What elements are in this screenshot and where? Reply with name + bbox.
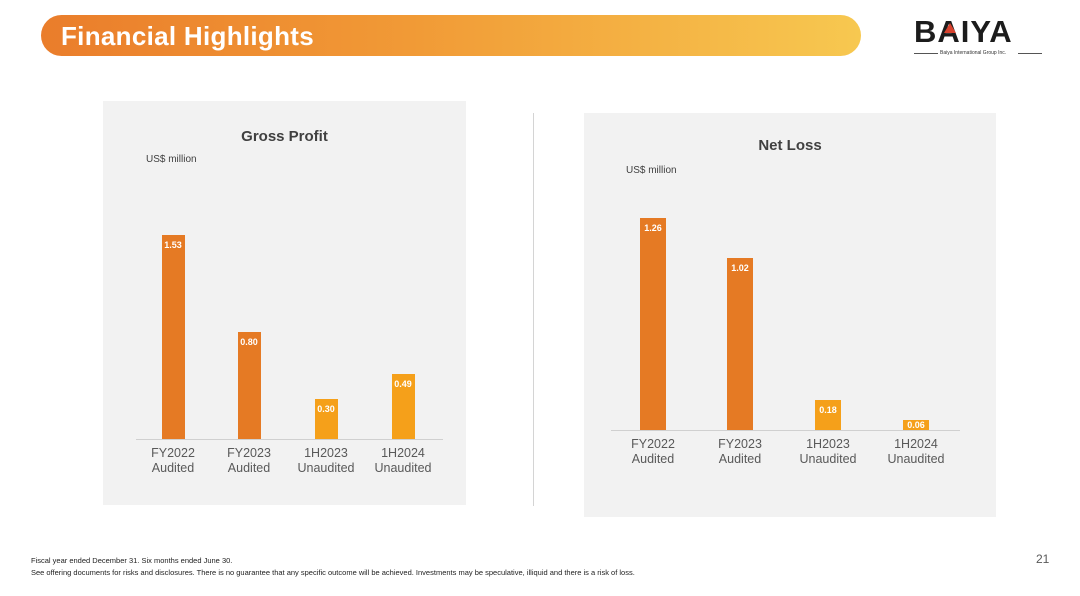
category-label: FY2022 Audited: [151, 446, 195, 475]
bar-1h2024: 0.06: [903, 419, 929, 430]
x-axis-line: [136, 439, 443, 440]
net-loss-chart: Net Loss US$ million 1.26 FY2022 Audited 1.…: [584, 113, 996, 517]
bar-value-label: 1.26: [644, 222, 662, 233]
bar-fy2022: 1.26: [640, 217, 666, 430]
category-label: 1H2024 Unaudited: [887, 437, 945, 466]
footnote-fiscal-year: Fiscal year ended December 31. Six month…: [31, 556, 233, 565]
chart-title: Gross Profit: [241, 128, 328, 145]
company-logo: BAIYA Baiya International Group Inc.: [912, 14, 1044, 58]
page-title: Financial Highlights: [61, 21, 315, 51]
category-label: FY2023 Audited: [718, 437, 762, 466]
bar-fy2023: 1.02: [727, 258, 753, 430]
panel-divider: [533, 113, 534, 506]
bar-1h2023: 0.18: [815, 399, 841, 430]
bar-value-label: 0.80: [240, 337, 258, 348]
bar-value-label: 0.30: [317, 404, 335, 414]
logo-wordmark: BAIYA: [914, 14, 1013, 49]
logo-accent-icon: [944, 23, 956, 33]
gross-profit-chart: Gross Profit US$ million 1.53 FY2022 Audit…: [103, 101, 466, 505]
page-number: 21: [1036, 552, 1050, 566]
bar-fy2022: 1.53: [161, 235, 185, 439]
footnote-disclaimer: See offering documents for risks and dis…: [31, 568, 635, 577]
x-axis-line: [611, 430, 960, 431]
bar-value-label: 1.02: [731, 263, 749, 274]
bar-value-label: 0.06: [907, 419, 925, 430]
chart-unit: US$ million: [626, 165, 677, 176]
logo-rule-right: [1018, 53, 1042, 54]
bar-value-label: 0.49: [394, 378, 412, 389]
bar-value-label: 0.18: [819, 404, 837, 415]
chart-title: Net Loss: [758, 137, 822, 154]
category-label: 1H2023 Unaudited: [799, 437, 857, 466]
bar-1h2024: 0.49: [391, 373, 415, 439]
category-label: FY2022 Audited: [631, 437, 675, 466]
bar-fy2023: 0.80: [237, 332, 261, 439]
category-label: 1H2024 Unaudited: [374, 446, 432, 475]
chart-unit: US$ million: [146, 154, 197, 165]
category-label: 1H2023 Unaudited: [297, 446, 355, 475]
logo-rule-left: [914, 53, 938, 54]
category-label: FY2023 Audited: [227, 446, 271, 475]
bar-value-label: 1.53: [164, 240, 182, 251]
bar-1h2023: 0.30: [314, 399, 338, 439]
title-banner: Financial Highlights: [41, 15, 861, 56]
logo-subtitle: Baiya International Group Inc.: [940, 50, 1007, 56]
